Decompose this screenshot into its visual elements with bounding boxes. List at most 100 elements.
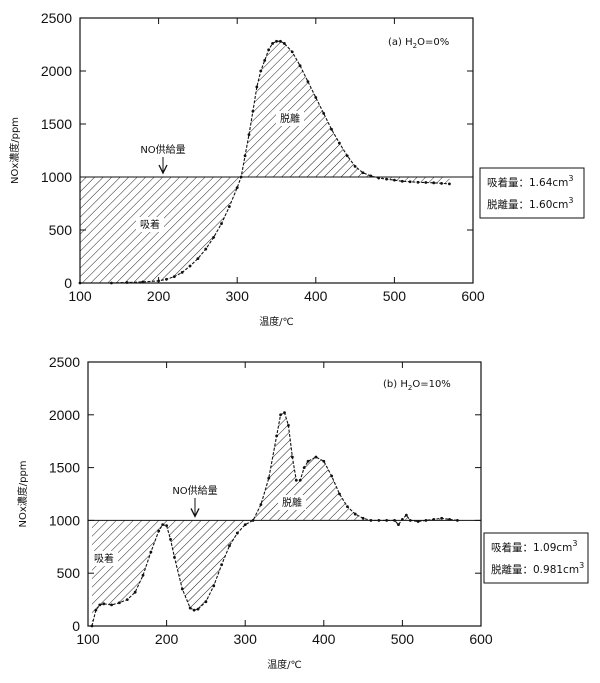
- data-point: [220, 222, 223, 226]
- data-point: [235, 186, 239, 190]
- data-point: [283, 411, 286, 415]
- data-point: [424, 519, 428, 522]
- y-tick-label: 1000: [41, 169, 72, 185]
- data-point: [220, 563, 224, 567]
- data-point: [90, 624, 94, 628]
- data-point: [251, 109, 255, 113]
- data-point: [188, 606, 192, 610]
- data-point: [302, 466, 306, 469]
- data-point: [157, 529, 161, 533]
- data-point: [287, 423, 290, 427]
- data-point: [353, 512, 357, 516]
- data-point: [290, 50, 294, 54]
- data-point: [306, 80, 310, 83]
- y-tick-label: 1500: [41, 116, 72, 132]
- data-point: [102, 602, 106, 606]
- data-point: [227, 205, 231, 209]
- data-point: [416, 520, 420, 523]
- data-point: [306, 459, 310, 463]
- data-point: [243, 154, 247, 158]
- data-point: [133, 590, 137, 594]
- data-point: [424, 181, 428, 184]
- desorption-label-bg: [276, 111, 304, 126]
- x-tick-label: 400: [312, 631, 336, 647]
- x-axis-label: 温度/℃: [259, 315, 294, 328]
- data-point: [377, 519, 381, 522]
- y-tick-label: 2500: [41, 10, 72, 26]
- data-point: [385, 519, 389, 522]
- data-point: [161, 523, 165, 527]
- desorption-label: 脱離: [282, 496, 302, 509]
- panel-label: (b) H2O=10%: [383, 379, 451, 392]
- supply-label: NO供給量: [140, 143, 185, 156]
- data-point: [404, 513, 408, 517]
- data-point: [298, 478, 302, 482]
- data-point: [173, 555, 176, 559]
- y-tick-label: 0: [64, 275, 72, 291]
- data-point: [110, 603, 113, 607]
- data-point: [110, 281, 113, 285]
- series-line: [91, 411, 458, 627]
- hatched-area: [80, 41, 450, 283]
- y-tick-label: 500: [49, 222, 73, 238]
- y-tick-label: 500: [57, 565, 81, 581]
- x-tick-label: 500: [391, 631, 415, 647]
- x-tick-label: 300: [234, 631, 258, 647]
- data-point: [228, 544, 231, 548]
- data-point: [243, 523, 247, 527]
- data-point: [172, 275, 176, 279]
- data-point: [255, 85, 259, 89]
- y-tick-label: 1500: [49, 460, 80, 476]
- data-point: [118, 601, 121, 605]
- data-point: [361, 171, 365, 175]
- data-point: [180, 271, 184, 274]
- x-tick-label: 200: [155, 631, 179, 647]
- x-tick-label: 400: [304, 288, 328, 304]
- data-point: [432, 517, 436, 521]
- supply-arrow-head: [190, 508, 200, 518]
- data-point: [330, 127, 333, 131]
- x-tick-label: 500: [383, 288, 407, 304]
- data-point: [279, 39, 282, 43]
- data-point: [180, 587, 184, 591]
- data-point: [165, 277, 168, 281]
- data-point: [282, 42, 286, 45]
- y-tick-label: 1000: [49, 512, 80, 528]
- data-point: [196, 607, 200, 611]
- data-point: [204, 600, 208, 604]
- adsorbed-amount: 吸着量：1.09cm3: [491, 539, 577, 554]
- data-point: [141, 573, 145, 577]
- data-point: [345, 505, 349, 509]
- data-point: [397, 523, 400, 527]
- data-point: [448, 517, 451, 521]
- desorption-label-bg: [278, 495, 306, 510]
- data-point: [337, 141, 341, 145]
- x-tick-label: 200: [147, 288, 171, 304]
- x-tick-label: 300: [226, 288, 250, 304]
- x-tick-label: 600: [461, 288, 485, 304]
- data-point: [314, 455, 318, 459]
- data-point: [345, 154, 349, 158]
- data-point: [235, 531, 239, 535]
- data-point: [275, 434, 279, 438]
- data-point: [165, 524, 169, 528]
- data-point: [267, 476, 271, 480]
- y-tick-label: 2000: [41, 63, 72, 79]
- desorption-label: 脱離: [280, 112, 300, 125]
- data-point: [377, 176, 381, 180]
- plot-frame: [79, 17, 474, 284]
- data-point: [259, 503, 263, 506]
- data-point: [290, 455, 294, 459]
- data-point: [353, 165, 357, 168]
- x-axis-label: 温度/℃: [267, 658, 302, 671]
- adsorption-label-bg: [90, 551, 118, 566]
- data-point: [400, 179, 404, 183]
- data-point: [416, 180, 420, 184]
- panel-label: (a) H2O=0%: [388, 37, 449, 50]
- data-point: [432, 181, 436, 185]
- y-tick-label: 0: [72, 618, 80, 634]
- y-axis-label: NOx濃度/ppm: [8, 117, 21, 184]
- data-point: [204, 247, 208, 251]
- data-point: [369, 519, 373, 522]
